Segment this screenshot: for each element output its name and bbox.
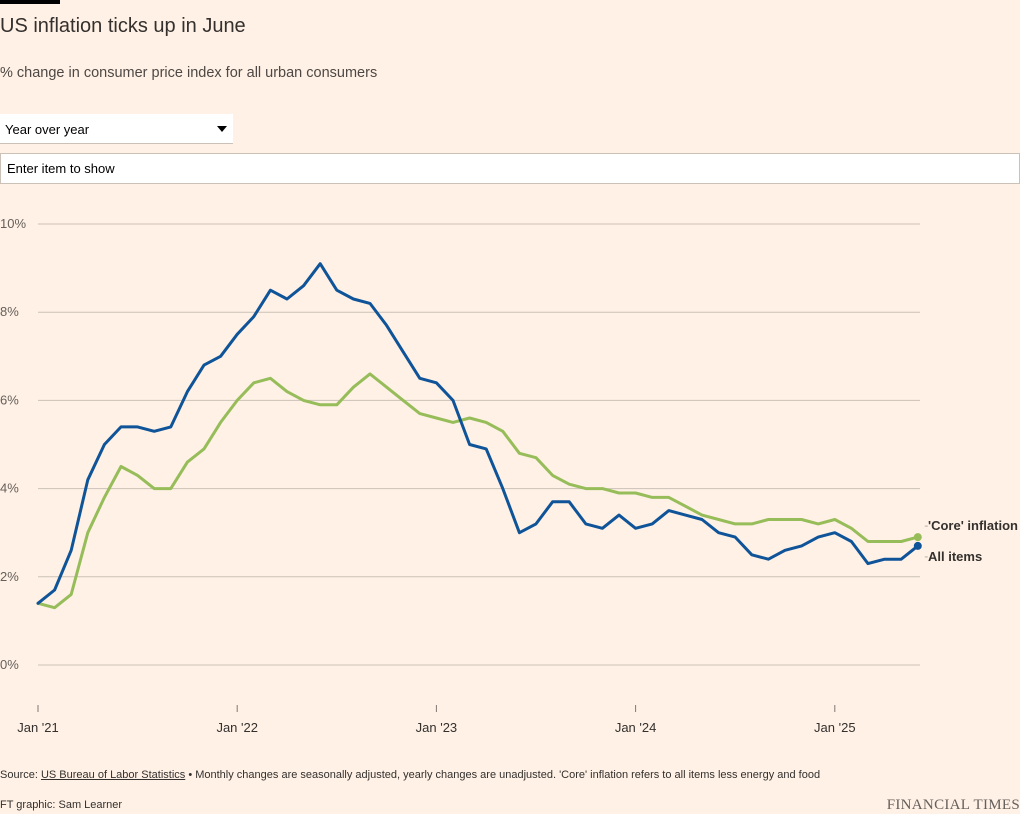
- x-tick-label: Jan '25: [814, 720, 856, 735]
- source-note: Source: US Bureau of Labor Statistics • …: [0, 767, 850, 783]
- graphic-credit: FT graphic: Sam Learner: [0, 799, 123, 811]
- source-description: • Monthly changes are seasonally adjuste…: [185, 769, 821, 781]
- series-label-core-inflation: 'Core' inflation: [928, 518, 1018, 533]
- series-end-point-core-inflation: [913, 533, 922, 542]
- y-tick-label: 8%: [0, 304, 19, 319]
- period-select[interactable]: Year over year: [0, 114, 233, 144]
- y-tick-label: 2%: [0, 569, 19, 584]
- series-line-core-inflation: [36, 372, 920, 610]
- source-link[interactable]: US Bureau of Labor Statistics: [40, 769, 186, 781]
- y-axis: 10% 8% 6% 4% 2% 0%: [0, 216, 26, 672]
- period-select-value: Year over year: [5, 122, 90, 137]
- y-tick-label: 4%: [0, 481, 19, 496]
- x-tick-label: Jan '24: [615, 720, 657, 735]
- x-tick-label: Jan '21: [17, 720, 59, 735]
- chart-title: US inflation ticks up in June: [0, 15, 246, 37]
- chart-series: [36, 262, 922, 610]
- y-tick-label: 10%: [0, 216, 26, 231]
- y-tick-label: 0%: [0, 657, 19, 672]
- ft-top-bar: [0, 0, 60, 4]
- source-prefix: Source:: [0, 769, 41, 781]
- x-tick-label: Jan '23: [416, 720, 458, 735]
- x-tick-label: Jan '22: [216, 720, 258, 735]
- chevron-down-icon: [217, 126, 227, 132]
- series-line-all-items: [36, 262, 920, 605]
- line-chart: 10%8%6%4%2%0% Jan '21 Jan '22 Jan '23 Jan '…: [0, 216, 1018, 735]
- ft-logo: FINANCIAL TIMES: [886, 797, 1020, 813]
- series-label-all-items: All items: [928, 549, 982, 564]
- series-end-point-all-items: [913, 541, 922, 550]
- chart-subtitle: % change in consumer price index for all…: [0, 65, 378, 81]
- series-labels: 'Core' inflation All items: [924, 518, 1018, 564]
- chart-grid: [38, 223, 920, 666]
- x-axis: Jan '21 Jan '22 Jan '23 Jan '24 Jan '25: [17, 705, 856, 735]
- y-tick-label: 6%: [0, 392, 19, 407]
- item-search-input[interactable]: [0, 153, 1020, 184]
